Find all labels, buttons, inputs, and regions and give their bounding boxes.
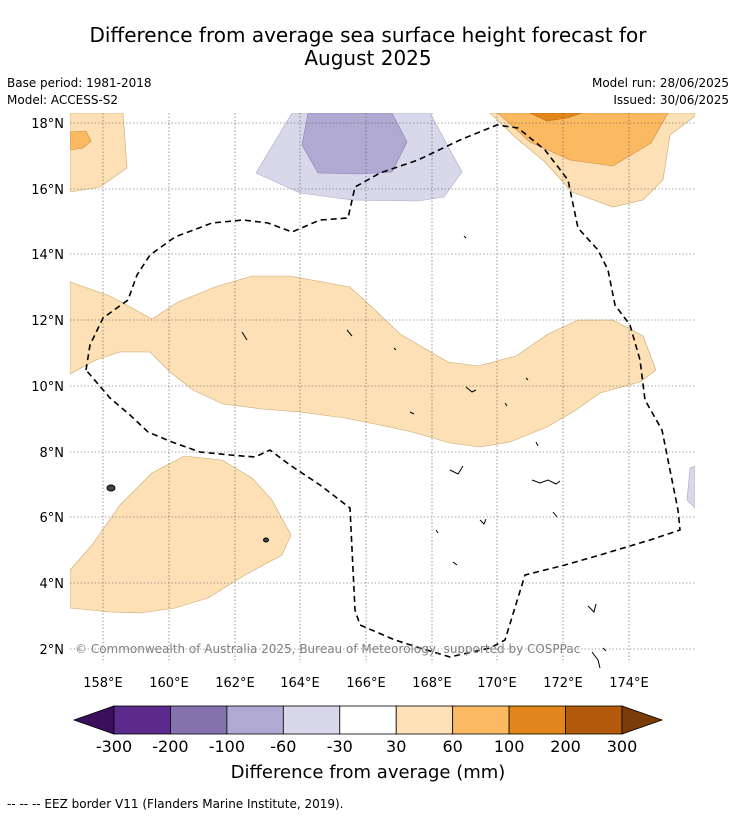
lon-label: 166°E	[346, 676, 386, 691]
lon-label: 162°E	[215, 676, 255, 691]
colorbar-tick-label: 30	[386, 737, 406, 756]
lat-label: 6°N	[40, 511, 65, 526]
anomaly-region-100-200-northeast	[529, 113, 583, 122]
colorbar-tick-label: 200	[550, 737, 581, 756]
lon-label: 160°E	[149, 676, 189, 691]
anomaly-region-60-100-northwest	[70, 130, 92, 151]
lat-label: 8°N	[40, 446, 65, 461]
lat-label: 4°N	[40, 577, 65, 592]
anomaly-region-30-60-central	[70, 275, 657, 448]
colorbar-label: Difference from average (mm)	[230, 762, 506, 783]
islands	[106, 235, 607, 669]
anomaly-contours	[70, 113, 695, 614]
colorbar-tick-label: -300	[96, 737, 132, 756]
lat-label: 10°N	[31, 380, 64, 395]
colorbar-tick-label: -60	[270, 737, 296, 756]
base-period-text: Base period: 1981-2018	[7, 76, 152, 90]
eez-border	[85, 124, 681, 658]
model-text: Model: ACCESS-S2	[7, 93, 119, 107]
colorbar-cell	[226, 705, 284, 735]
colorbar-cell	[282, 705, 341, 735]
lon-label: 164°E	[280, 676, 320, 691]
lon-label: 168°E	[412, 676, 452, 691]
colorbar-cell	[170, 705, 228, 735]
colorbar: -300 -200 -100 -60 -30 30 60 100 200 300	[72, 705, 664, 756]
lon-label: 172°E	[543, 676, 583, 691]
longitude-labels: 158°E 160°E 162°E 164°E 166°E 168°E 170°…	[83, 676, 649, 691]
colorbar-cell	[113, 705, 171, 735]
colorbar-cell	[395, 705, 454, 735]
eez-border-legend: -- -- -- EEZ border V11 (Flanders Marine…	[7, 797, 344, 811]
colorbar-cell	[339, 705, 397, 735]
lon-label: 158°E	[83, 676, 123, 691]
map-title-line1: Difference from average sea surface heig…	[89, 23, 647, 47]
colorbar-cell	[452, 705, 510, 735]
issued-text: Issued: 30/06/2025	[613, 93, 729, 107]
colorbar-tick-label: -100	[209, 737, 245, 756]
lat-label: 2°N	[40, 643, 65, 658]
colorbar-cell	[508, 705, 566, 735]
lat-label: 12°N	[31, 314, 64, 329]
lat-label: 14°N	[31, 248, 64, 263]
latitude-labels: 18°N 16°N 14°N 12°N 10°N 8°N 6°N 4°N 2°N	[31, 117, 64, 658]
colorbar-cell	[565, 705, 623, 735]
lat-label: 16°N	[31, 183, 64, 198]
lon-label: 170°E	[477, 676, 517, 691]
colorbar-tick-label: 300	[607, 737, 638, 756]
colorbar-tick-label: -200	[152, 737, 188, 756]
anomaly-region-60-100-northeast	[497, 113, 669, 167]
anomaly-region-neg60-neg100-north	[301, 113, 408, 175]
anomaly-region-30-60-northwest	[70, 113, 128, 193]
anomaly-region-neg30-neg60-east	[686, 465, 695, 509]
model-run-text: Model run: 28/06/2025	[591, 76, 729, 90]
lon-label: 174°E	[609, 676, 649, 691]
anomaly-region-30-60-southwest	[70, 455, 292, 614]
lat-label: 18°N	[31, 117, 64, 132]
map-title-line2: August 2025	[304, 46, 432, 70]
colorbar-extend-low	[72, 705, 115, 735]
copyright-text: © Commonwealth of Australia 2025, Bureau…	[75, 642, 580, 656]
colorbar-tick-label: -30	[327, 737, 353, 756]
gridlines	[70, 113, 695, 663]
colorbar-tick-label: 60	[442, 737, 462, 756]
colorbar-tick-label: 100	[494, 737, 525, 756]
colorbar-extend-high	[621, 705, 664, 735]
